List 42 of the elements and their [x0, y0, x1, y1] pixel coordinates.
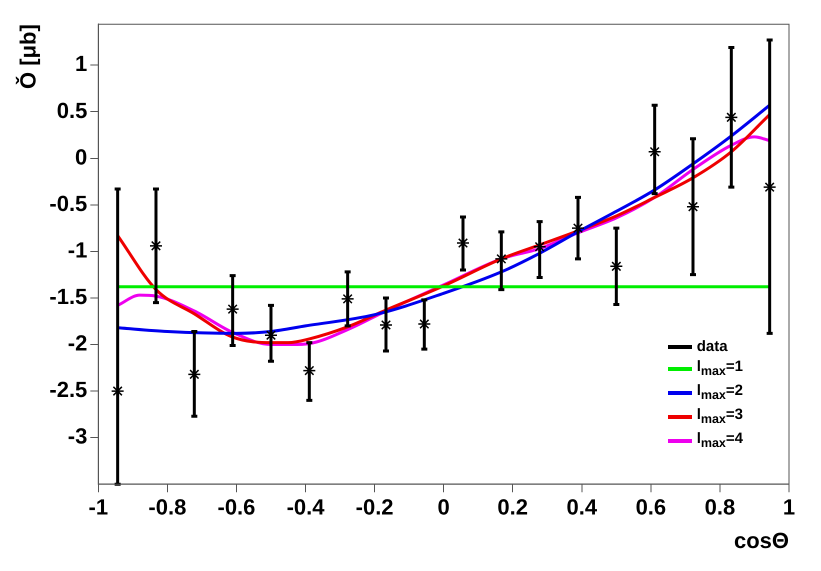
- x-tick-label: 0: [438, 494, 450, 520]
- legend-label: l$_{max}$=1: [696, 357, 743, 380]
- point: [456, 236, 470, 250]
- legend-label: l$_{max}$=3: [696, 405, 743, 428]
- point: [110, 384, 124, 398]
- y-tick-label: -2.5: [49, 377, 88, 402]
- x-tick-label: 0.6: [636, 494, 666, 520]
- x-tick-label: -0.8: [148, 494, 186, 520]
- point: [494, 252, 508, 266]
- legend-label: l$_{max}$=2: [696, 381, 743, 404]
- point: [686, 200, 700, 214]
- x-tick-label: 1: [782, 494, 796, 520]
- y-tick-label: -1.5: [49, 284, 88, 310]
- y-tick-label: 0: [75, 144, 88, 170]
- point: [379, 318, 393, 332]
- point: [610, 260, 624, 274]
- point: [571, 221, 585, 235]
- x-tick-label: -0.2: [356, 494, 394, 520]
- point: [762, 180, 776, 194]
- y-tick-label: -2: [68, 330, 88, 356]
- x-tick-label: 0.4: [566, 494, 598, 520]
- y-tick-label: 1: [75, 51, 88, 76]
- point: [149, 239, 163, 253]
- point: [226, 302, 240, 316]
- y-axis-title: Ǒ [μb]: [15, 24, 40, 89]
- point: [340, 292, 354, 306]
- point: [302, 364, 316, 378]
- x-tick-label: 0.8: [704, 494, 736, 520]
- y-tick-label: 0.5: [56, 98, 88, 123]
- x-axis-title: cosΘ: [734, 528, 789, 553]
- legend-label: l$_{max}$=4: [696, 429, 743, 452]
- y-tick-label: -1: [68, 237, 88, 262]
- legend-label: data: [696, 337, 728, 357]
- y-tick-label: -0.5: [49, 190, 88, 216]
- x-tick-label: 0.2: [497, 494, 528, 520]
- point: [188, 368, 202, 382]
- x-tick-label: -0.4: [286, 494, 326, 520]
- point: [532, 240, 546, 254]
- y-tick-label: -3: [68, 424, 88, 449]
- point: [418, 317, 432, 331]
- x-tick-label: -0.6: [217, 494, 256, 520]
- point: [724, 110, 738, 124]
